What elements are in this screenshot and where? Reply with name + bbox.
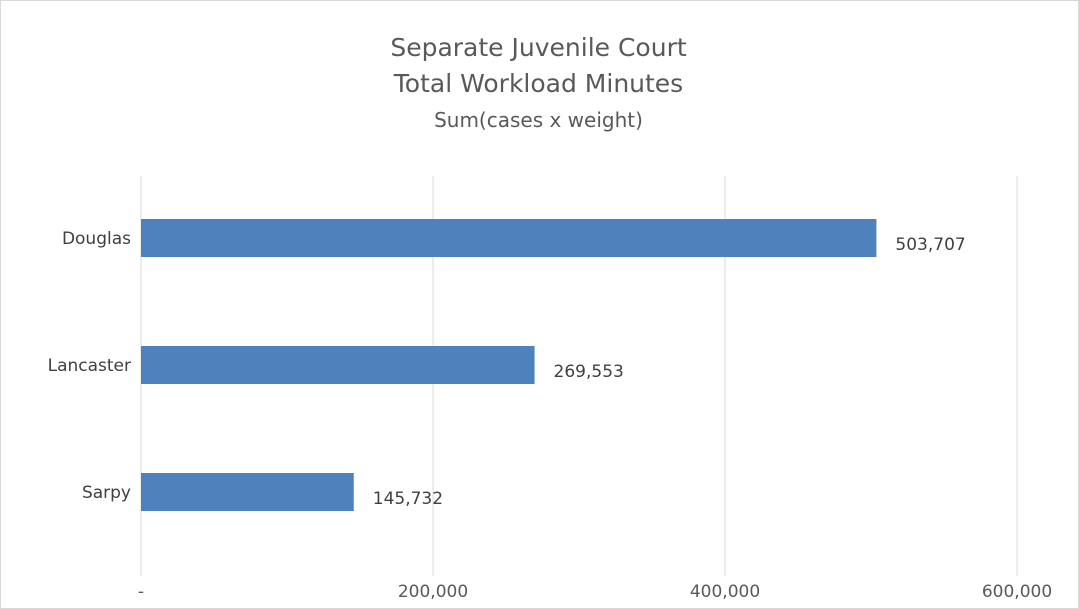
chart-title: Separate Juvenile Court bbox=[390, 33, 687, 62]
x-tick-label-3: 600,000 bbox=[982, 582, 1052, 602]
chart-titles: Separate Juvenile Court Total Workload M… bbox=[0, 30, 1077, 136]
chart-title-line2: Total Workload Minutes bbox=[393, 69, 684, 98]
value-label-lancaster: 269,553 bbox=[554, 362, 624, 382]
x-tick-label-2: 400,000 bbox=[690, 582, 760, 602]
bar-douglas bbox=[141, 219, 877, 257]
bar-lancaster bbox=[141, 346, 535, 384]
bar-sarpy bbox=[141, 473, 354, 511]
x-tick-label-1: 200,000 bbox=[398, 582, 468, 602]
category-label-sarpy: Sarpy bbox=[82, 483, 131, 503]
value-label-douglas: 503,707 bbox=[895, 235, 965, 255]
x-tick-label-0: - bbox=[138, 582, 144, 602]
value-label-sarpy: 145,732 bbox=[373, 489, 443, 509]
category-label-lancaster: Lancaster bbox=[48, 356, 131, 376]
chart-subtitle: Sum(cases x weight) bbox=[434, 108, 643, 132]
category-label-douglas: Douglas bbox=[62, 229, 131, 249]
